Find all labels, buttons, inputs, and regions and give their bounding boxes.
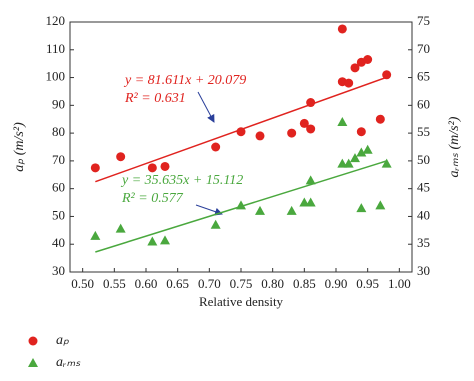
y-tick-label: 40 [52, 235, 65, 250]
y-tick-label: 120 [46, 13, 66, 28]
y2-tick-label: 50 [417, 152, 430, 167]
x-axis-label: Relative density [199, 294, 284, 309]
y-tick-label: 70 [52, 152, 65, 167]
fit-equation: y = 35.635x + 15.112 [120, 173, 243, 188]
x-tick-label: 0.50 [71, 276, 94, 291]
x-tick-label: 0.55 [103, 276, 126, 291]
annotation-arrow [197, 91, 215, 123]
data-point [160, 161, 170, 171]
x-tick-label: 0.70 [198, 276, 221, 291]
data-point [306, 98, 316, 108]
fit-r2: R² = 0.631 [124, 91, 186, 106]
data-point [255, 131, 265, 141]
data-point [375, 200, 386, 210]
fit-equation: y = 81.611x + 20.079 [123, 73, 246, 88]
data-point [305, 197, 316, 207]
y2-tick-label: 75 [417, 13, 430, 28]
data-point [306, 124, 316, 134]
data-point [350, 63, 360, 73]
x-tick-label: 0.75 [230, 276, 253, 291]
y2-tick-label: 55 [417, 124, 430, 139]
y2-axis-label: aᵣₘₛ (m/s²) [447, 116, 462, 177]
y-tick-label: 80 [52, 124, 65, 139]
data-point [344, 78, 354, 88]
data-point [115, 223, 126, 233]
data-point [287, 128, 297, 138]
y2-tick-label: 45 [417, 180, 430, 195]
data-point [160, 235, 170, 245]
annotation-arrow [195, 204, 223, 216]
legend-label: aₚ [56, 333, 69, 348]
y-tick-label: 100 [46, 69, 66, 84]
data-point [337, 158, 348, 168]
x-tick-label: 0.85 [293, 276, 316, 291]
data-point [337, 24, 347, 34]
data-point [236, 200, 246, 210]
data-point [356, 203, 367, 213]
x-tick-label: 0.65 [166, 276, 189, 291]
data-point [90, 230, 101, 240]
y2-tick-label: 65 [417, 69, 430, 84]
data-point [147, 236, 158, 246]
data-point [337, 117, 348, 126]
data-point [356, 147, 367, 157]
data-point [90, 163, 100, 173]
data-point [343, 158, 354, 168]
legend-label: aᵣₘₛ [56, 355, 81, 370]
data-point [375, 114, 385, 124]
x-tick-label: 0.60 [135, 276, 158, 291]
x-tick-label: 1.00 [388, 276, 411, 291]
y2-tick-label: 60 [417, 96, 430, 111]
x-tick-label: 0.80 [261, 276, 284, 291]
data-point [299, 118, 309, 128]
x-tick-label: 0.90 [325, 276, 348, 291]
data-point [255, 205, 265, 215]
data-point [363, 55, 373, 64]
y-tick-label: 50 [52, 207, 65, 222]
x-tick-label: 0.95 [356, 276, 379, 291]
y-tick-label: 30 [52, 263, 65, 278]
data-point [116, 152, 126, 162]
y-tick-label: 110 [46, 41, 65, 56]
data-point [362, 144, 373, 154]
y2-tick-label: 30 [417, 263, 430, 278]
fit-r2: R² = 0.577 [121, 191, 184, 206]
data-point [381, 158, 392, 168]
legend-marker [28, 358, 38, 367]
data-point [299, 197, 310, 207]
y2-tick-label: 70 [417, 41, 430, 56]
data-point [382, 70, 392, 80]
y-tick-label: 90 [52, 96, 65, 111]
data-point [350, 153, 360, 163]
data-point [236, 127, 246, 137]
y-tick-label: 60 [52, 180, 65, 195]
data-point [356, 127, 366, 137]
data-point [211, 142, 221, 152]
data-point [147, 163, 157, 173]
y-axis-label: aₚ (m/s²) [12, 122, 27, 172]
legend-marker [28, 336, 38, 346]
data-point [305, 175, 316, 185]
data-point [210, 219, 221, 229]
y2-tick-label: 40 [417, 207, 430, 222]
data-point [286, 205, 297, 215]
y2-tick-label: 35 [417, 235, 430, 250]
